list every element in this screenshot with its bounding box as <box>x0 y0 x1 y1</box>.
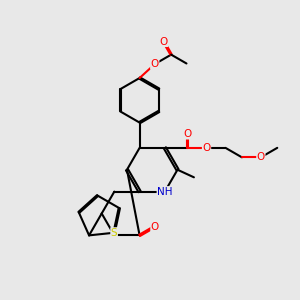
Text: O: O <box>202 143 211 153</box>
Text: O: O <box>257 152 265 162</box>
Text: S: S <box>111 228 117 238</box>
Text: O: O <box>184 129 192 139</box>
Text: O: O <box>160 37 168 46</box>
Text: NH: NH <box>157 187 172 196</box>
Text: O: O <box>151 221 159 232</box>
Text: O: O <box>151 59 159 69</box>
